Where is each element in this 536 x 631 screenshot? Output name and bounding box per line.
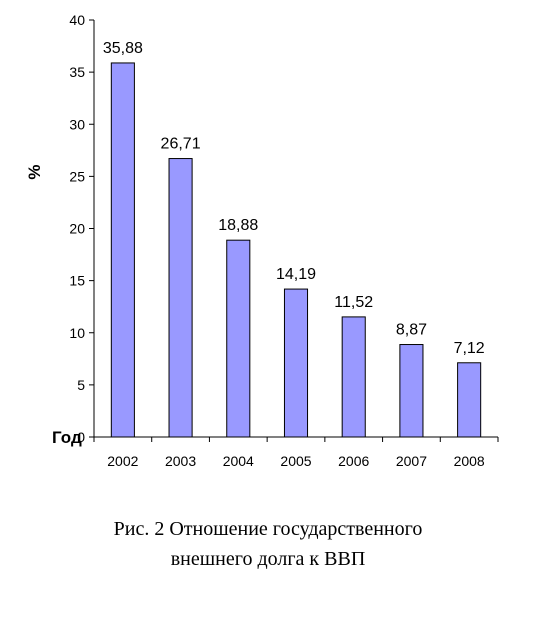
x-tick-label-2006: 2006 [338,453,369,469]
data-label-2006: 11,52 [334,294,373,311]
x-tick-label-2002: 2002 [107,453,138,469]
y-axis: 5 10 15 20 25 30 35 40 0 [69,12,95,445]
bar-2008 [457,362,482,438]
y-tick-label: 5 [77,377,85,393]
data-label-2003: 26,71 [161,136,201,153]
y-tick-label: 15 [69,273,85,289]
caption-line-2: внешнего долга к ВВП [170,548,366,570]
y-tick-label: 0 [77,429,85,445]
y-tick-label: 25 [69,168,85,184]
y-tick-label: 20 [69,221,85,237]
y-tick-label: 35 [69,64,85,80]
x-tick-label-2004: 2004 [223,453,254,469]
x-tick-label-2007: 2007 [396,453,427,469]
data-labels: 35,88 26,71 18,88 14,19 11,52 8,87 7,12 [103,40,485,357]
bar-2007 [399,344,424,438]
figure-caption: Рис. 2 Отношение государственного внешне… [0,514,536,574]
x-axis-label: Год [52,428,82,447]
x-tick-label-2005: 2005 [280,453,311,469]
y-tick-label: 10 [69,325,85,341]
x-axis: 2002 2003 2004 2005 2006 2007 2008 [93,436,499,469]
y-axis-label: % [25,164,44,179]
data-label-2007: 8,87 [396,322,427,339]
bars [110,62,482,438]
data-label-2002: 35,88 [103,40,143,57]
bar-2004 [226,239,251,438]
bar-2005 [283,288,309,438]
bar-2006 [341,316,366,438]
caption-line-1: Рис. 2 Отношение государственного [113,518,423,540]
data-label-2005: 14,19 [276,266,316,283]
data-label-2004: 18,88 [218,217,258,234]
bar-2003 [168,158,193,438]
x-tick-label-2008: 2008 [454,453,485,469]
x-tick-label-2003: 2003 [165,453,196,469]
y-tick-label: 30 [69,116,85,132]
data-label-2008: 7,12 [454,340,485,357]
bar-2002 [110,62,135,438]
y-tick-label: 40 [69,12,85,28]
